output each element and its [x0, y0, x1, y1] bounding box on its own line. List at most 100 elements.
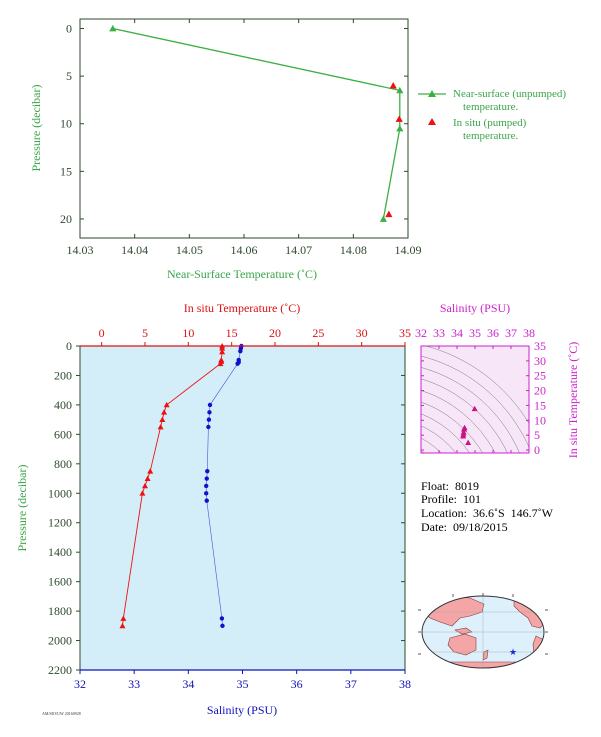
near-surface-y-tick-label: 20 [60, 212, 72, 226]
ts-x-tick-label: 35 [469, 326, 481, 340]
profile-y-tick-label: 800 [54, 457, 72, 471]
salinity-profile-point [219, 616, 225, 621]
profile-y-tick-label: 1200 [48, 516, 72, 530]
temperature-x-tick-label: 30 [356, 326, 368, 340]
ts-point [465, 439, 472, 445]
profile-chart: 0200400600800100012001400160018002000220… [15, 301, 411, 717]
temperature-axis-label: In situ Temperature (˚C) [184, 301, 301, 315]
float-info: Float: 8019 Profile: 101 Location: 36.6˚… [421, 479, 554, 534]
profile-y-tick-label: 1400 [48, 545, 72, 559]
near-surface-legend: Near-surface (unpumped) temperature. In … [418, 88, 566, 142]
temperature-x-tick-label: 35 [399, 326, 411, 340]
temperature-profile-point [139, 490, 146, 496]
ts-y-tick-label: 30 [534, 354, 546, 368]
world-map: ★ [418, 593, 548, 669]
salinity-axis-label: Salinity (PSU) [207, 703, 277, 717]
float-location: Location: 36.6˚S 146.7˚W [421, 506, 554, 520]
ts-y-tick-label: 0 [534, 443, 540, 457]
profile-y-tick-label: 600 [54, 427, 72, 441]
temperature-profile-point [161, 409, 168, 415]
float-id: Float: 8019 [421, 479, 479, 493]
unpumped-temperature-point [396, 86, 404, 94]
ts-x-tick-label: 34 [451, 326, 463, 340]
salinity-x-tick-label: 37 [345, 677, 357, 691]
temperature-profile-point [144, 475, 151, 481]
legend-pumped-marker [428, 118, 436, 125]
ts-y-tick-label: 35 [534, 339, 546, 353]
temperature-profile-line [122, 346, 223, 626]
near-surface-y-axis-label: Pressure (decibar) [29, 85, 43, 172]
salinity-profile-point [205, 468, 210, 474]
profile-series [119, 343, 244, 629]
near-surface-chart: 14.03 14.04 14.05 14.06 14.07 14.08 14.09 0 5 10 1… [29, 18, 566, 281]
profile-y-tick-label: 1000 [48, 486, 72, 500]
ts-point [461, 426, 468, 432]
near-surface-x-tick-label: 14.04 [121, 243, 148, 257]
ts-y-tick-label: 20 [534, 384, 546, 398]
salinity-profile-point [207, 402, 213, 408]
near-surface-y-tick-label: 0 [66, 22, 72, 36]
temperature-profile-point [159, 416, 166, 423]
temperature-profile-point [219, 348, 226, 355]
unpumped-temperature-point [109, 24, 117, 32]
temperature-profile-point [120, 615, 127, 621]
near-surface-x-tick-label: 14.03 [67, 243, 94, 257]
ts-point [471, 405, 478, 412]
profile-axes: 0200400600800100012001400160018002000220… [48, 326, 411, 691]
temperature-profile-point [157, 424, 164, 430]
temperature-profile-point [119, 622, 126, 629]
profile-y-tick-label: 2200 [48, 663, 72, 677]
salinity-profile-point [220, 623, 225, 629]
salinity-profile-point [235, 361, 240, 366]
unpumped-temperature-point [379, 215, 387, 222]
salinity-profile-point [204, 498, 209, 503]
profile-y-tick-label: 1800 [48, 604, 72, 618]
near-surface-x-tick-label: 14.09 [395, 243, 422, 257]
near-surface-x-tick-label: 14.06 [231, 243, 258, 257]
profile-date: Date: 09/18/2015 [421, 520, 508, 534]
temperature-profile-point [142, 482, 148, 489]
ts-point [460, 433, 467, 439]
salinity-x-tick-label: 32 [74, 677, 86, 691]
salinity-profile-point [204, 476, 209, 481]
legend-pumped-label-line1: In situ (pumped) [453, 117, 527, 129]
profile-y-tick-label: 2000 [48, 634, 72, 648]
salinity-profile-point [206, 417, 212, 422]
salinity-profile-point [207, 410, 212, 415]
temperature-profile-point [163, 401, 170, 408]
temperature-x-tick-label: 20 [269, 326, 281, 340]
ts-x-tick-label: 32 [415, 326, 427, 340]
ts-y-tick-label: 10 [534, 413, 546, 427]
pumped-temperature-point [385, 210, 393, 218]
temperature-x-tick-label: 15 [226, 326, 238, 340]
legend-unpumped-label-line2: temperature. [463, 101, 519, 113]
temperature-profile-point [219, 345, 226, 351]
map-ticks [418, 593, 548, 655]
profile-y-axis-label: Pressure (decibar) [15, 465, 29, 552]
salinity-profile-point [204, 483, 209, 489]
salinity-x-tick-label: 34 [182, 677, 194, 691]
near-surface-y-tick-label: 5 [66, 69, 72, 83]
salinity-x-tick-label: 36 [291, 677, 303, 691]
near-surface-x-tick-label: 14.07 [285, 243, 312, 257]
temperature-profile-point [217, 360, 224, 367]
salinity-x-tick-label: 35 [237, 677, 249, 691]
near-surface-x-tick-label: 14.05 [176, 243, 203, 257]
temperature-x-tick-label: 5 [142, 326, 148, 340]
legend-unpumped-marker [418, 90, 446, 97]
near-surface-series [109, 24, 404, 222]
legend-unpumped-label-line1: Near-surface (unpumped) [453, 88, 566, 100]
profile-y-tick-label: 0 [66, 339, 72, 353]
temperature-x-tick-label: 10 [182, 326, 194, 340]
ts-y-axis-label: In situ Temperature (˚C) [566, 342, 580, 459]
near-surface-x-axis-label: Near-Surface Temperature (˚C) [167, 267, 317, 281]
ts-x-tick-label: 37 [505, 326, 517, 340]
profile-number: Profile: 101 [421, 492, 481, 506]
near-surface-axes: 14.03 14.04 14.05 14.06 14.07 14.08 14.09 0 5 10 1… [60, 19, 422, 257]
ts-points [460, 405, 478, 445]
profile-plot-background [80, 346, 405, 670]
ts-y-tick-label: 15 [534, 398, 546, 412]
pumped-temperature-point [389, 82, 397, 89]
near-surface-x-tick-label: 14.08 [340, 243, 367, 257]
